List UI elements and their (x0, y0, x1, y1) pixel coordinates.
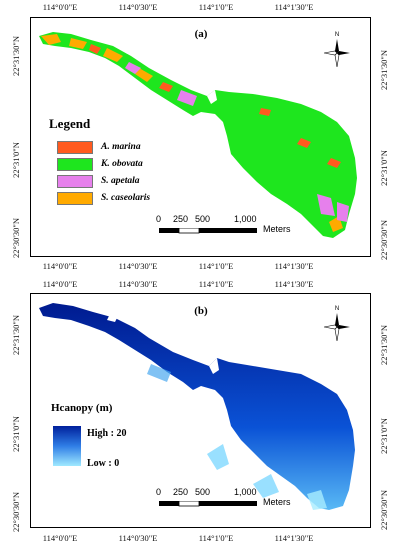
legend-swatch (57, 157, 93, 171)
mangrove-area-k-obovata (39, 32, 357, 238)
latitude-tick: 22°31'0"N (10, 416, 21, 452)
mangrove-area-s-apetala (125, 62, 141, 74)
map-frame-b: (b) N Hcanopy (m) High : 20 Low : 0 0 25… (30, 293, 371, 528)
longitude-tick: 114°0'30"E (118, 279, 158, 289)
latitude-tick: 22°30'30"N (378, 489, 389, 531)
longitude-tick: 114°0'0"E (42, 279, 78, 289)
latitude-tick: 22°31'30"N (378, 324, 389, 366)
canopy-height-area (39, 303, 355, 510)
panel-label: (b) (194, 305, 208, 317)
canopy-height-map (39, 303, 355, 510)
longitude-tick: 114°0'30"E (118, 261, 158, 271)
legend-label: K. obovata (101, 159, 143, 169)
north-label: N (334, 306, 340, 312)
mangrove-area-a-marina (327, 158, 341, 168)
legend-item: S. apetala (57, 174, 140, 188)
legend-swatch (57, 191, 93, 205)
mangrove-area-s-caseolaris (135, 68, 153, 82)
legend-label: S. apetala (101, 176, 140, 186)
legend-item: K. obovata (57, 157, 143, 171)
legend-swatch (57, 174, 93, 188)
scale-bar: 0 250 500 1,000 Meters (151, 214, 331, 240)
scale-tick: 500 (195, 214, 211, 224)
mangrove-area-s-apetala (317, 194, 335, 216)
latitude-tick: 22°31'30"N (10, 35, 21, 77)
mangrove-area-a-marina (89, 44, 101, 54)
longitude-tick: 114°0'30"E (118, 533, 158, 543)
scale-tick: 500 (195, 487, 211, 497)
latitude-tick: 22°31'0"N (10, 142, 21, 178)
legend-high-label: High : 20 (87, 428, 127, 439)
mangrove-area-a-marina (297, 138, 311, 148)
longitude-tick: 114°1'30"E (274, 261, 314, 271)
longitude-tick: 114°0'0"E (42, 261, 78, 271)
longitude-tick: 114°1'30"E (274, 2, 314, 12)
longitude-tick: 114°0'30"E (118, 2, 158, 12)
scale-bar: 0 250 500 1,000 Meters (151, 487, 331, 513)
mangrove-area-s-apetala (177, 90, 197, 106)
mangrove-area-s-apetala (337, 202, 349, 222)
scale-unit: Meters (263, 224, 291, 234)
scale-bar-graphic (159, 228, 257, 234)
latitude-tick: 22°31'30"N (10, 314, 21, 356)
scale-tick: 1,000 (234, 487, 257, 497)
mangrove-area-s-caseolaris (41, 34, 61, 45)
longitude-tick: 114°1'0"E (198, 261, 234, 271)
legend-swatch (57, 140, 93, 154)
scale-tick: 1,000 (234, 214, 257, 224)
legend-item: A. marina (57, 140, 141, 154)
canopy-height-legend: Hcanopy (m) High : 20 Low : 0 (49, 402, 159, 482)
legend-low-label: Low : 0 (87, 458, 120, 469)
scale-tick: 250 (173, 214, 189, 224)
longitude-tick: 114°1'0"E (198, 533, 234, 543)
latitude-tick: 22°30'30"N (10, 217, 21, 259)
legend-item: S. caseolaris (57, 191, 150, 205)
longitude-tick: 114°1'0"E (198, 2, 234, 12)
longitude-tick: 114°1'0"E (198, 279, 234, 289)
latitude-tick: 22°31'30"N (378, 49, 389, 91)
legend-label: A. marina (101, 142, 141, 152)
north-arrow: N (324, 32, 350, 67)
scale-unit: Meters (263, 497, 291, 507)
longitude-tick: 114°0'0"E (42, 2, 78, 12)
mangrove-area-a-marina (159, 82, 173, 92)
mangrove-species-map (39, 32, 357, 238)
mangrove-area-s-caseolaris (103, 48, 123, 62)
scale-tick: 250 (173, 487, 189, 497)
species-legend: Legend A. marina K. obovata S. apetala S… (49, 116, 169, 216)
scale-tick: 0 (156, 214, 162, 224)
legend-title: Legend (49, 116, 91, 131)
compass-icon (324, 313, 350, 341)
longitude-tick: 114°1'30"E (274, 533, 314, 543)
compass-icon (324, 39, 350, 67)
map-frame-a: (a) N Legend A. marina K. obovata (30, 17, 371, 257)
mangrove-area-s-caseolaris (69, 38, 87, 49)
legend-title: Hcanopy (m) (51, 402, 113, 414)
latitude-tick: 22°30'30"N (10, 491, 21, 533)
north-label: N (334, 32, 340, 38)
latitude-tick: 22°30'30"N (378, 219, 389, 261)
latitude-tick: 22°31'0"N (378, 418, 389, 454)
legend-label: S. caseolaris (101, 193, 151, 203)
mangrove-area-a-marina (259, 108, 271, 116)
color-ramp (53, 426, 81, 466)
longitude-tick: 114°0'0"E (42, 533, 78, 543)
latitude-tick: 22°31'0"N (378, 150, 389, 186)
scale-bar-graphic (159, 501, 257, 507)
scale-tick: 0 (156, 487, 162, 497)
longitude-tick: 114°1'30"E (274, 279, 314, 289)
panel-label: (a) (194, 28, 208, 40)
north-arrow: N (324, 306, 350, 341)
